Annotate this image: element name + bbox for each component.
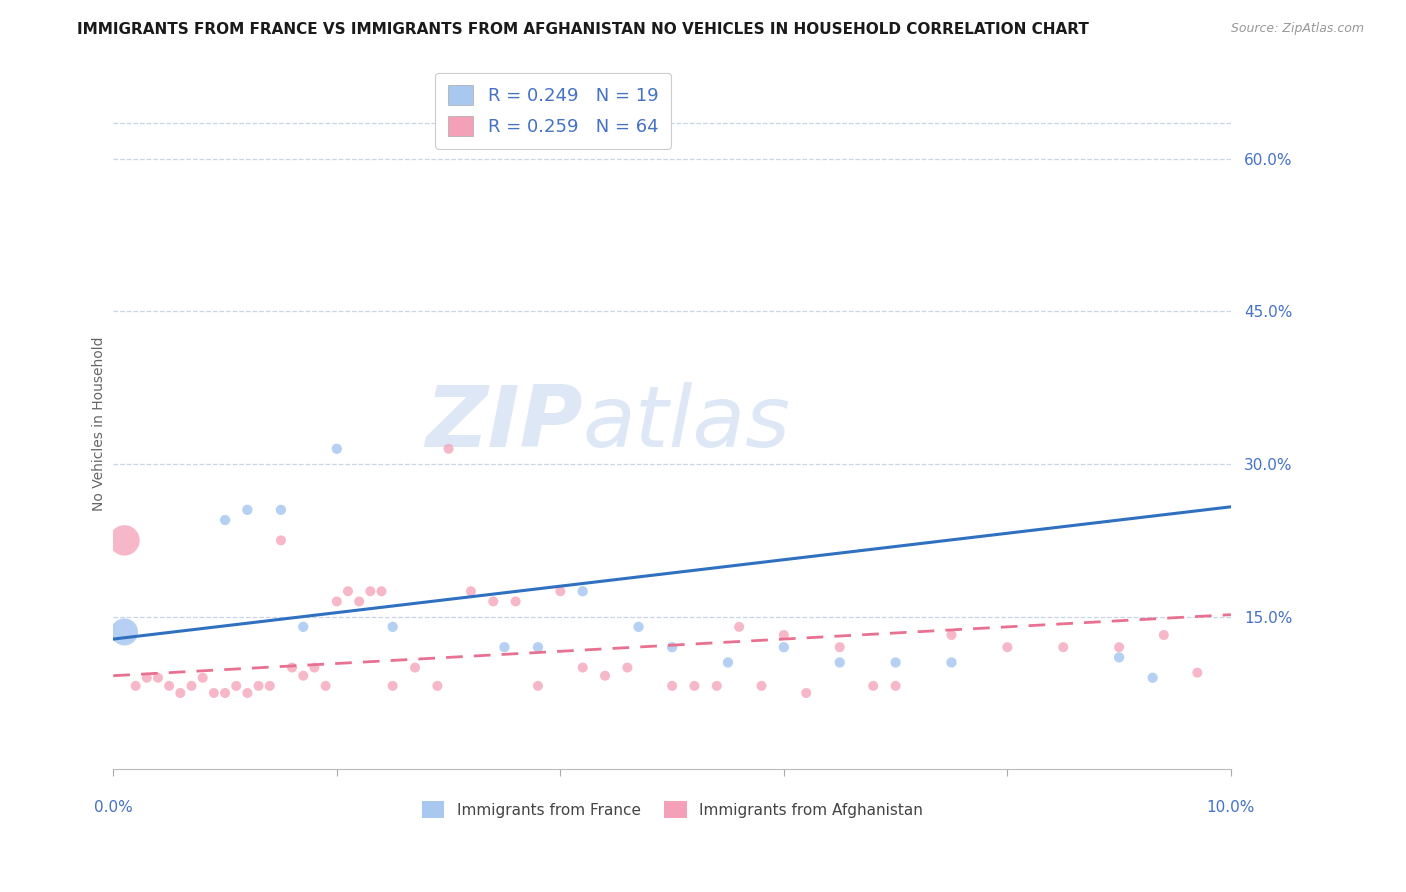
Point: [281, 660, 304, 674]
Point: [828, 640, 851, 655]
Point: [593, 669, 616, 683]
Point: [1108, 640, 1130, 655]
Point: [370, 584, 392, 599]
Point: [661, 640, 683, 655]
Point: [135, 671, 157, 685]
Point: [336, 584, 359, 599]
Point: [270, 503, 292, 517]
Text: 0.0%: 0.0%: [94, 800, 132, 815]
Text: 10.0%: 10.0%: [1206, 800, 1256, 815]
Point: [114, 624, 136, 639]
Text: IMMIGRANTS FROM FRANCE VS IMMIGRANTS FROM AFGHANISTAN NO VEHICLES IN HOUSEHOLD C: IMMIGRANTS FROM FRANCE VS IMMIGRANTS FRO…: [77, 22, 1090, 37]
Point: [505, 594, 527, 608]
Point: [1187, 665, 1209, 680]
Point: [304, 660, 326, 674]
Point: [941, 628, 963, 642]
Point: [941, 656, 963, 670]
Point: [1142, 671, 1164, 685]
Point: [794, 686, 817, 700]
Point: [359, 584, 381, 599]
Text: ZIP: ZIP: [425, 382, 582, 465]
Point: [527, 640, 550, 655]
Point: [404, 660, 426, 674]
Point: [259, 679, 281, 693]
Point: [146, 671, 169, 685]
Point: [706, 679, 728, 693]
Point: [169, 686, 191, 700]
Point: [426, 679, 449, 693]
Point: [1052, 640, 1074, 655]
Text: atlas: atlas: [582, 382, 790, 465]
Point: [214, 686, 236, 700]
Point: [381, 679, 404, 693]
Point: [627, 620, 650, 634]
Point: [828, 656, 851, 670]
Point: [460, 584, 482, 599]
Point: [292, 669, 315, 683]
Point: [494, 640, 516, 655]
Point: [180, 679, 202, 693]
Point: [616, 660, 638, 674]
Point: [884, 679, 907, 693]
Point: [683, 679, 706, 693]
Point: [236, 503, 259, 517]
Point: [315, 679, 337, 693]
Text: Source: ZipAtlas.com: Source: ZipAtlas.com: [1230, 22, 1364, 36]
Point: [751, 679, 773, 693]
Point: [381, 620, 404, 634]
Point: [661, 679, 683, 693]
Point: [571, 584, 593, 599]
Point: [437, 442, 460, 456]
Point: [884, 656, 907, 670]
Point: [527, 679, 550, 693]
Point: [571, 660, 593, 674]
Point: [292, 620, 315, 634]
Point: [1153, 628, 1175, 642]
Point: [214, 513, 236, 527]
Point: [862, 679, 884, 693]
Point: [347, 594, 370, 608]
Point: [995, 640, 1018, 655]
Point: [247, 679, 270, 693]
Point: [772, 640, 794, 655]
Point: [202, 686, 225, 700]
Point: [482, 594, 505, 608]
Point: [550, 584, 572, 599]
Point: [114, 533, 136, 548]
Point: [157, 679, 180, 693]
Point: [225, 679, 247, 693]
Point: [717, 656, 740, 670]
Point: [191, 671, 214, 685]
Point: [326, 442, 349, 456]
Point: [728, 620, 751, 634]
Point: [270, 533, 292, 548]
Point: [326, 594, 349, 608]
Point: [1108, 650, 1130, 665]
Legend: Immigrants from France, Immigrants from Afghanistan: Immigrants from France, Immigrants from …: [415, 795, 929, 824]
Point: [124, 679, 146, 693]
Point: [772, 628, 794, 642]
Y-axis label: No Vehicles in Household: No Vehicles in Household: [93, 336, 107, 510]
Point: [236, 686, 259, 700]
